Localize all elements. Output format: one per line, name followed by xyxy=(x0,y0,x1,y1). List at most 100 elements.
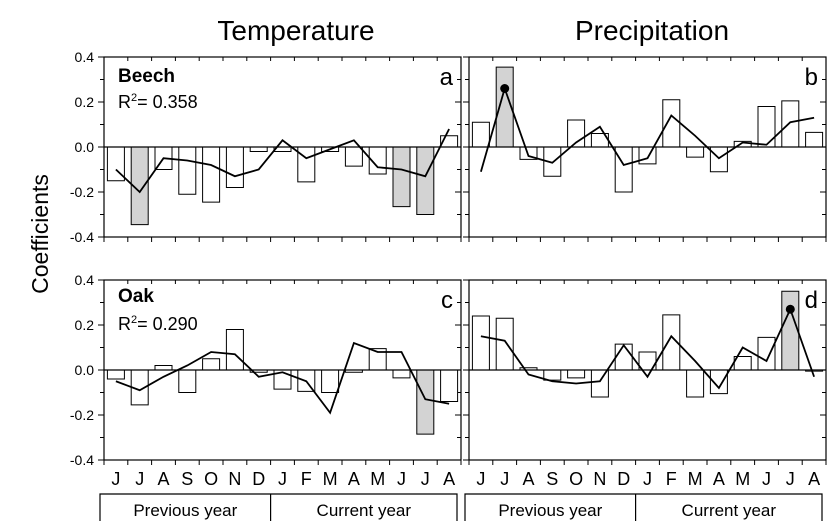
month-label: F xyxy=(301,469,312,489)
period-label-current: Current year xyxy=(317,501,412,520)
y-tick-label: -0.2 xyxy=(70,407,94,423)
month-label: S xyxy=(546,469,558,489)
month-label: J xyxy=(500,469,509,489)
r-squared-oak: R2= 0.290 xyxy=(118,314,198,334)
series-line xyxy=(115,128,450,194)
month-label: A xyxy=(522,469,534,489)
bar xyxy=(178,146,197,195)
month-label: J xyxy=(278,469,287,489)
month-label: S xyxy=(181,469,193,489)
bar xyxy=(416,369,435,435)
month-label: A xyxy=(713,469,725,489)
panel-b: b xyxy=(463,56,827,242)
period-label-current: Current year xyxy=(682,501,777,520)
bar xyxy=(297,146,316,183)
month-label: N xyxy=(228,469,241,489)
y-tick-label: 0.4 xyxy=(75,49,95,65)
panels-group: 0.4 0.2 0.0 -0.2 -0.4 a b 0.4 0.2 0.0 -0.2 -0.4 c d xyxy=(70,49,827,468)
month-label: D xyxy=(252,469,265,489)
bar xyxy=(590,369,609,398)
month-label: A xyxy=(443,469,455,489)
month-label: A xyxy=(157,469,169,489)
month-label: J xyxy=(135,469,144,489)
bar xyxy=(178,369,197,393)
y-tick-label: -0.4 xyxy=(70,229,94,245)
species-label-beech: Beech xyxy=(118,66,175,87)
month-label: J xyxy=(476,469,485,489)
panel-c: 0.4 0.2 0.0 -0.2 -0.4 c xyxy=(70,272,462,468)
month-label: O xyxy=(569,469,583,489)
month-label: J xyxy=(643,469,652,489)
bar xyxy=(543,369,562,381)
bar xyxy=(567,369,586,379)
y-tick-label: 0.0 xyxy=(75,139,95,155)
bar xyxy=(471,315,490,371)
panel-letter: c xyxy=(441,287,453,314)
species-label-oak: Oak xyxy=(118,286,154,307)
month-label: M xyxy=(735,469,750,489)
period-label-previous: Previous year xyxy=(498,501,602,520)
bar xyxy=(757,106,776,148)
period-label-previous: Previous year xyxy=(133,501,237,520)
bar xyxy=(249,146,268,152)
bar xyxy=(709,146,728,173)
bar xyxy=(614,343,633,371)
series-line xyxy=(480,85,815,172)
month-label: O xyxy=(204,469,218,489)
bar xyxy=(686,146,705,158)
bar xyxy=(781,100,800,148)
month-label: D xyxy=(617,469,630,489)
bar xyxy=(344,146,363,167)
month-label: J xyxy=(762,469,771,489)
bar xyxy=(154,365,173,371)
month-label: A xyxy=(808,469,820,489)
month-label: J xyxy=(111,469,120,489)
month-label: J xyxy=(397,469,406,489)
panel-letter: a xyxy=(440,64,454,91)
bar xyxy=(392,146,411,208)
series-line xyxy=(480,306,815,390)
bar xyxy=(321,369,340,393)
month-label: J xyxy=(786,469,795,489)
bar xyxy=(757,336,776,371)
bar xyxy=(225,329,244,371)
significant-marker xyxy=(785,304,795,314)
bar xyxy=(662,99,681,148)
bar xyxy=(495,317,514,371)
y-tick-label: 0.4 xyxy=(75,272,95,288)
bar xyxy=(202,146,221,203)
series-line xyxy=(115,341,450,415)
y-tick-label: 0.2 xyxy=(75,94,95,110)
bar xyxy=(471,121,490,148)
y-axis-label: Coefficients xyxy=(27,174,53,294)
bar xyxy=(392,369,411,379)
period-bracket xyxy=(464,493,823,521)
month-label: M xyxy=(370,469,385,489)
bar xyxy=(202,358,221,371)
y-tick-label: -0.4 xyxy=(70,452,94,468)
period-bracket xyxy=(99,493,458,521)
bar xyxy=(225,146,244,188)
r-squared-beech: R2= 0.358 xyxy=(118,92,198,112)
month-label: N xyxy=(593,469,606,489)
column-title-temperature: Temperature xyxy=(217,15,374,46)
panel-letter: d xyxy=(805,287,818,314)
panel-a: 0.4 0.2 0.0 -0.2 -0.4 a xyxy=(70,49,462,245)
column-title-precipitation: Precipitation xyxy=(575,15,729,46)
month-label: A xyxy=(348,469,360,489)
significant-marker xyxy=(500,84,510,93)
panel-d: d xyxy=(463,279,827,465)
y-tick-label: -0.2 xyxy=(70,184,94,200)
panel-letter: b xyxy=(805,64,818,91)
bar xyxy=(416,146,435,215)
y-tick-label: 0.2 xyxy=(75,317,95,333)
bar xyxy=(805,131,824,148)
bar xyxy=(638,146,657,165)
bar xyxy=(686,369,705,398)
month-label: M xyxy=(323,469,338,489)
month-label: F xyxy=(666,469,677,489)
y-tick-label: 0.0 xyxy=(75,362,95,378)
bar xyxy=(440,369,459,402)
